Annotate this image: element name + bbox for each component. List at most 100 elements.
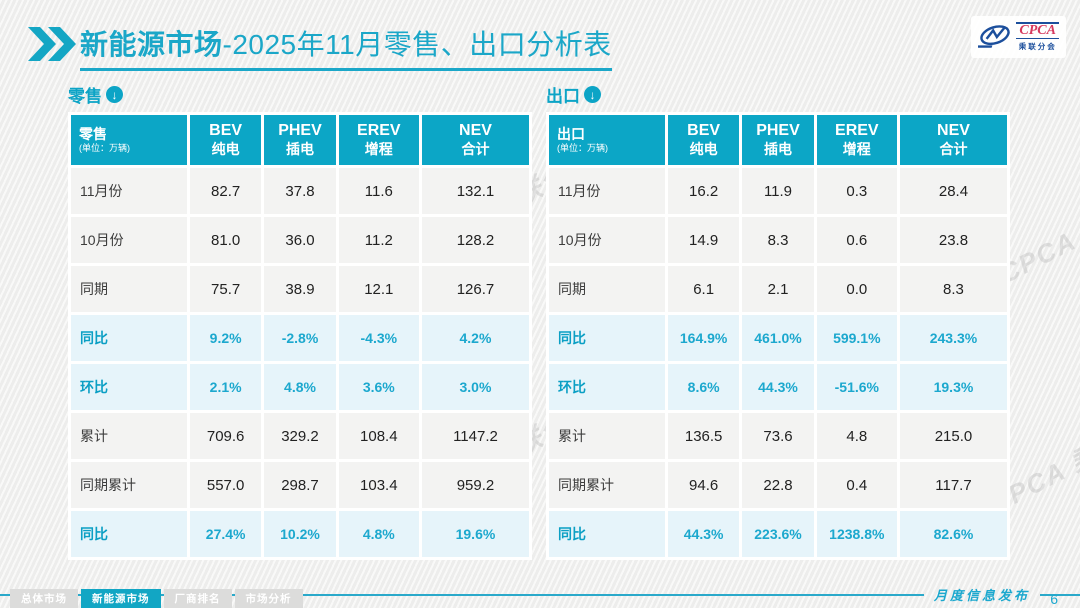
retail-header-row: 零售 (单位：万辆) BEV 纯电 PHEV 插电 EREV 增程 bbox=[71, 115, 529, 165]
export-section-label: 出口 ↓ bbox=[546, 82, 1010, 107]
cell-value: 461.0% bbox=[742, 315, 814, 361]
table-row: 同期累计 557.0 298.7 103.4 959.2 bbox=[71, 462, 529, 508]
cell-value: 22.8 bbox=[742, 462, 814, 508]
tables-area: 零售 ↓ 零售 (单位：万辆) BEV 纯电 PHEV 插电 bbox=[68, 82, 1010, 560]
table-row: 同期累计 94.6 22.8 0.4 117.7 bbox=[549, 462, 1007, 508]
retail-panel: 零售 ↓ 零售 (单位：万辆) BEV 纯电 PHEV 插电 bbox=[68, 82, 532, 560]
cell-value: 44.3% bbox=[742, 364, 814, 410]
tab-overall-market[interactable]: 总体市场 bbox=[10, 589, 78, 608]
row-label: 环比 bbox=[549, 364, 665, 410]
cell-value: 298.7 bbox=[264, 462, 336, 508]
page-number: 6 bbox=[1050, 591, 1058, 607]
column-header-bev: BEV 纯电 bbox=[667, 115, 740, 165]
row-label: 同期累计 bbox=[71, 462, 187, 508]
row-label: 同期 bbox=[71, 266, 187, 312]
cell-value: 117.7 bbox=[899, 462, 1007, 508]
cell-value: 959.2 bbox=[421, 462, 529, 508]
title-market-segment: 新能源市场 bbox=[80, 29, 223, 60]
cell-value: 709.6 bbox=[189, 413, 262, 459]
column-header-phev: PHEV 插电 bbox=[742, 115, 814, 165]
cell-value: 37.8 bbox=[264, 168, 336, 214]
footer-line bbox=[0, 593, 924, 596]
row-label: 同比 bbox=[549, 315, 665, 361]
cell-value: 23.8 bbox=[899, 217, 1007, 263]
row-label: 10月份 bbox=[71, 217, 187, 263]
table-row: 累计 136.5 73.6 4.8 215.0 bbox=[549, 413, 1007, 459]
cell-value: 14.9 bbox=[667, 217, 740, 263]
cell-value: 8.3 bbox=[742, 217, 814, 263]
table-row: 10月份 81.0 36.0 11.2 128.2 bbox=[71, 217, 529, 263]
cell-value: 11.6 bbox=[338, 168, 419, 214]
bottom-nav: 总体市场 新能源市场 厂商排名 市场分析 bbox=[10, 589, 303, 608]
cell-value: 82.6% bbox=[899, 511, 1007, 557]
cell-value: 9.2% bbox=[189, 315, 262, 361]
column-header-erev: EREV 增程 bbox=[816, 115, 897, 165]
cell-value: 164.9% bbox=[667, 315, 740, 361]
retail-table: 零售 (单位：万辆) BEV 纯电 PHEV 插电 EREV 增程 bbox=[68, 112, 532, 560]
down-arrow-icon: ↓ bbox=[584, 86, 601, 103]
table-row: 10月份 14.9 8.3 0.6 23.8 bbox=[549, 217, 1007, 263]
cell-value: 2.1 bbox=[742, 266, 814, 312]
cell-value: 3.0% bbox=[421, 364, 529, 410]
cell-value: 38.9 bbox=[264, 266, 336, 312]
column-header-bev: BEV 纯电 bbox=[189, 115, 262, 165]
export-section-text: 出口 bbox=[546, 87, 580, 106]
cell-value: 12.1 bbox=[338, 266, 419, 312]
table-row: 同比 44.3% 223.6% 1238.8% 82.6% bbox=[549, 511, 1007, 557]
cell-value: 132.1 bbox=[421, 168, 529, 214]
row-label: 同比 bbox=[71, 511, 187, 557]
table-row: 11月份 82.7 37.8 11.6 132.1 bbox=[71, 168, 529, 214]
table-row: 环比 8.6% 44.3% -51.6% 19.3% bbox=[549, 364, 1007, 410]
table-row: 同比 27.4% 10.2% 4.8% 19.6% bbox=[71, 511, 529, 557]
cpca-logo-subtitle: 乘联分会 bbox=[1018, 42, 1057, 52]
cell-value: 0.3 bbox=[816, 168, 897, 214]
cell-value: 19.6% bbox=[421, 511, 529, 557]
cpca-swoosh-icon bbox=[978, 25, 1011, 48]
table-row: 同期 6.1 2.1 0.0 8.3 bbox=[549, 266, 1007, 312]
export-table: 出口 (单位：万辆) BEV 纯电 PHEV 插电 EREV 增程 bbox=[546, 112, 1010, 560]
cell-value: 4.8% bbox=[338, 511, 419, 557]
cell-value: 8.6% bbox=[667, 364, 740, 410]
footer-rule: 月度信息发布 bbox=[0, 585, 1080, 604]
row-label: 11月份 bbox=[71, 168, 187, 214]
tab-nev-market[interactable]: 新能源市场 bbox=[81, 589, 161, 608]
retail-section-label: 零售 ↓ bbox=[68, 82, 532, 107]
row-label: 10月份 bbox=[549, 217, 665, 263]
table-row: 11月份 16.2 11.9 0.3 28.4 bbox=[549, 168, 1007, 214]
cell-value: 108.4 bbox=[338, 413, 419, 459]
export-panel: 出口 ↓ 出口 (单位：万辆) BEV 纯电 PHEV 插电 bbox=[546, 82, 1010, 560]
cell-value: 44.3% bbox=[667, 511, 740, 557]
cell-value: 73.6 bbox=[742, 413, 814, 459]
row-label: 同期累计 bbox=[549, 462, 665, 508]
row-label: 11月份 bbox=[549, 168, 665, 214]
cell-value: 4.8 bbox=[816, 413, 897, 459]
cell-value: 126.7 bbox=[421, 266, 529, 312]
row-label: 同期 bbox=[549, 266, 665, 312]
cell-value: 11.2 bbox=[338, 217, 419, 263]
cell-value: 1238.8% bbox=[816, 511, 897, 557]
cell-value: 0.0 bbox=[816, 266, 897, 312]
cell-value: 16.2 bbox=[667, 168, 740, 214]
tab-manufacturer-ranking[interactable]: 厂商排名 bbox=[163, 589, 232, 608]
cell-value: 36.0 bbox=[264, 217, 336, 263]
row-label: 同比 bbox=[549, 511, 665, 557]
cell-value: 243.3% bbox=[899, 315, 1007, 361]
table-row: 累计 709.6 329.2 108.4 1147.2 bbox=[71, 413, 529, 459]
cell-value: 94.6 bbox=[667, 462, 740, 508]
cell-value: 8.3 bbox=[899, 266, 1007, 312]
cell-value: 128.2 bbox=[421, 217, 529, 263]
tab-market-analysis[interactable]: 市场分析 bbox=[234, 589, 303, 608]
cell-value: 136.5 bbox=[667, 413, 740, 459]
cell-value: 223.6% bbox=[742, 511, 814, 557]
export-header-row: 出口 (单位：万辆) BEV 纯电 PHEV 插电 EREV 增程 bbox=[549, 115, 1007, 165]
release-label: 月度信息发布 bbox=[933, 589, 1030, 604]
cell-value: 75.7 bbox=[189, 266, 262, 312]
column-header-phev: PHEV 插电 bbox=[264, 115, 336, 165]
cell-value: 1147.2 bbox=[421, 413, 529, 459]
cell-value: 329.2 bbox=[264, 413, 336, 459]
cell-value: 4.8% bbox=[264, 364, 336, 410]
cell-value: 599.1% bbox=[816, 315, 897, 361]
row-label: 同比 bbox=[71, 315, 187, 361]
column-header-erev: EREV 增程 bbox=[338, 115, 419, 165]
